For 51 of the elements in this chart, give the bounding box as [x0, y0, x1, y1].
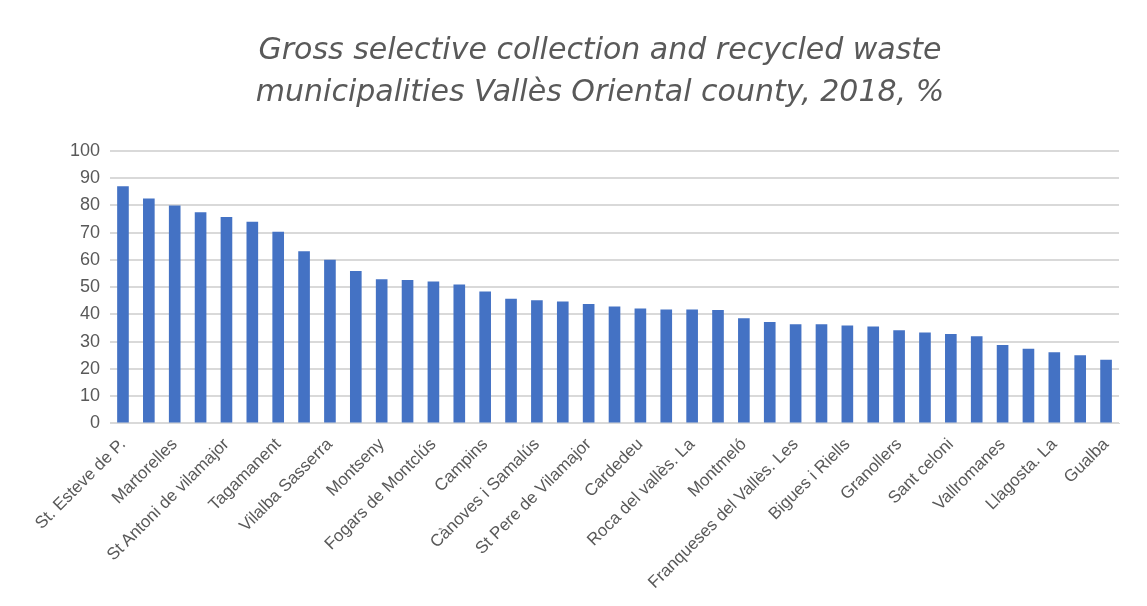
bar: [401, 280, 414, 423]
bar: [634, 308, 647, 423]
bar: [970, 336, 983, 423]
bar: [349, 271, 362, 423]
bar: [427, 281, 440, 423]
bar: [194, 212, 207, 423]
bar: [505, 298, 517, 423]
bar: [867, 326, 880, 423]
y-tick-label: 30: [80, 330, 101, 351]
bar: [556, 301, 569, 423]
bar: [789, 324, 802, 423]
bar: [324, 259, 336, 423]
bar: [815, 324, 828, 423]
bar: [117, 186, 129, 423]
bar: [1100, 359, 1112, 423]
bar: [763, 322, 776, 423]
bar: [608, 306, 621, 423]
bar: [582, 304, 595, 423]
chart-title: Gross selective collection and recycled waste municipalities Vallès Oriental county, 2018, %: [254, 30, 946, 110]
bar: [893, 330, 905, 423]
y-tick-label: 60: [80, 248, 101, 269]
y-tick-label: 0: [90, 412, 101, 433]
bar: [168, 205, 181, 423]
bar: [1048, 352, 1061, 423]
bar: [220, 217, 233, 423]
y-tick-label: 100: [69, 139, 101, 160]
bar: [686, 309, 698, 423]
bar: [375, 279, 388, 423]
bar: [945, 334, 957, 423]
bar: [1022, 348, 1035, 423]
bar: [1074, 355, 1087, 423]
y-tick-label: 20: [80, 357, 101, 378]
y-tick-label: 70: [80, 221, 101, 242]
bar: [272, 231, 285, 423]
bar: [996, 344, 1009, 423]
y-tick-label: 40: [80, 303, 101, 324]
y-tick-label: 90: [80, 167, 101, 188]
bar: [919, 332, 931, 423]
y-tick-label: 50: [80, 276, 101, 297]
bar: [738, 318, 750, 423]
bar: [712, 310, 724, 423]
y-tick-label: 80: [80, 194, 101, 215]
bar: [660, 309, 673, 423]
bar: [453, 284, 466, 423]
bar: [246, 221, 259, 423]
bar: [531, 300, 543, 423]
y-tick-label: 10: [80, 385, 101, 406]
bar: [479, 291, 491, 423]
bar: [143, 198, 155, 423]
bar: [298, 251, 310, 423]
bar: [841, 325, 854, 423]
